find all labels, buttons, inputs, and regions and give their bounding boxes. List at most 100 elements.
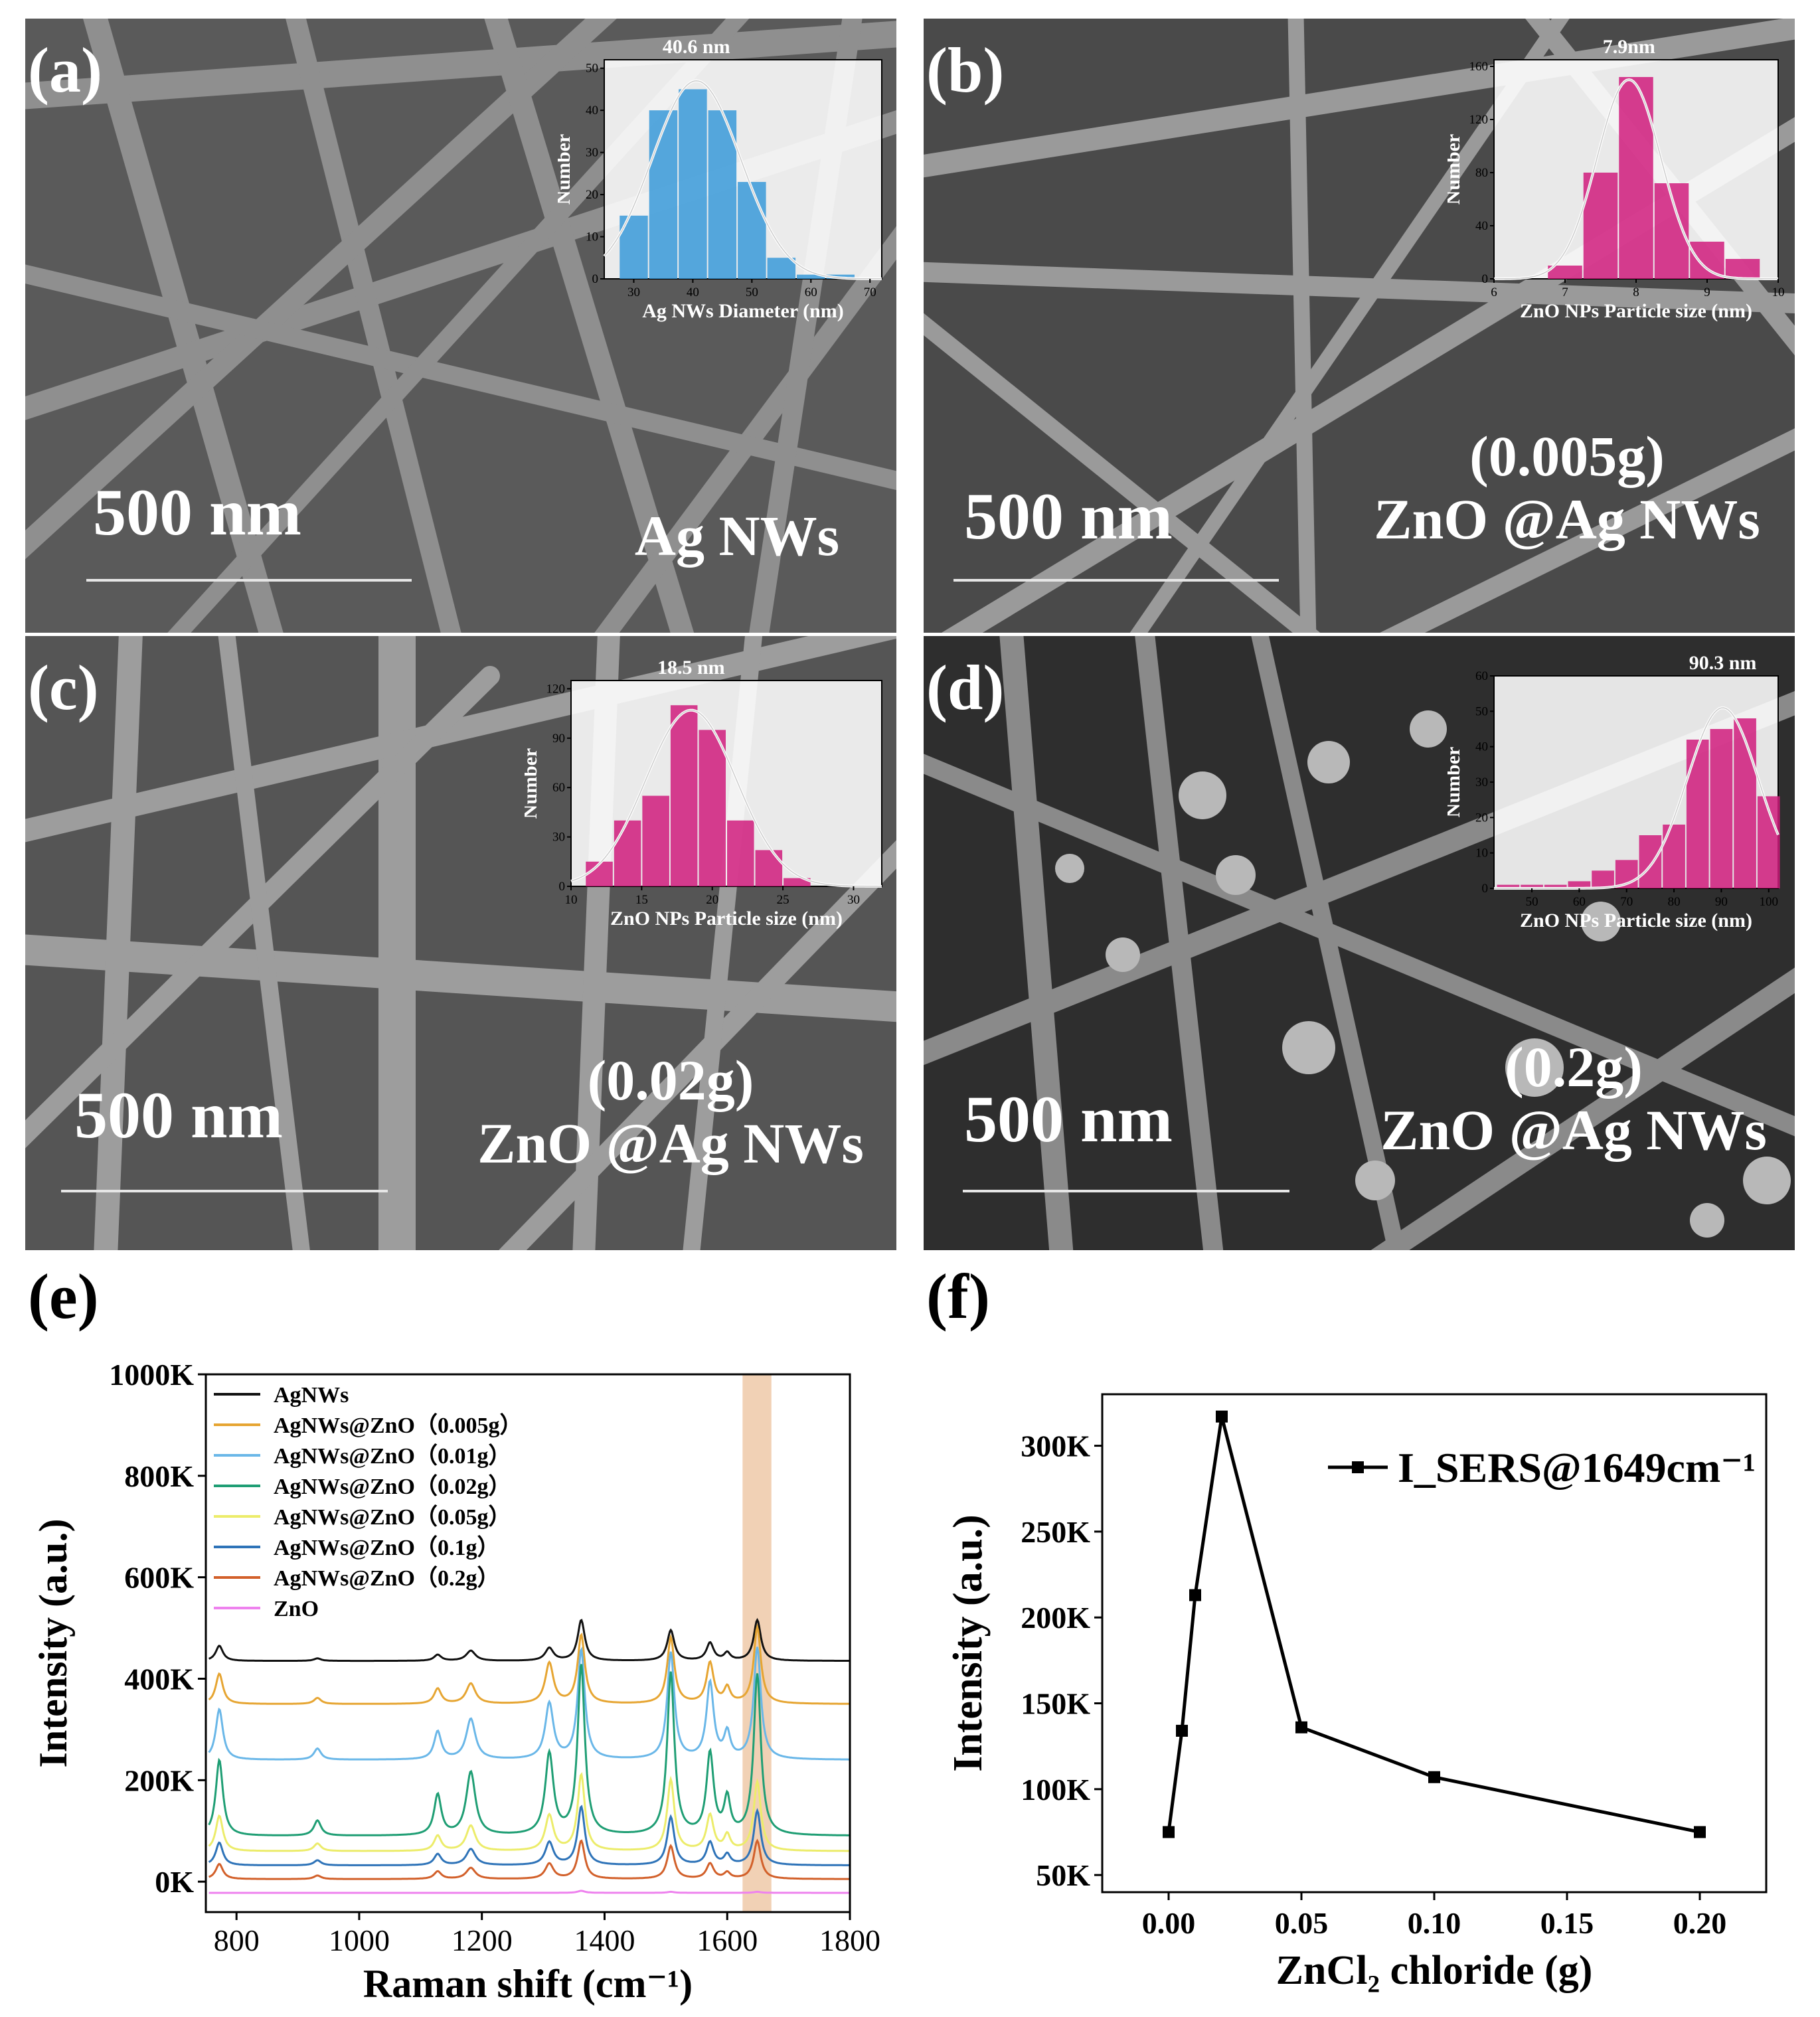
panel-label-f: (f) [926,1261,990,1332]
x-tick-label: 90 [1715,895,1728,909]
histogram-bar [755,850,783,886]
x-axis-label: ZnO NPs Particle size (nm) [1520,300,1752,322]
histogram-bar [670,705,698,886]
x-tick-label: 0.05 [1275,1906,1329,1940]
x-tick-label: 800 [214,1923,260,1957]
x-tick-label: 0.10 [1408,1906,1461,1940]
y-tick-label: 0 [1482,882,1489,896]
histogram-bar [738,182,766,279]
legend-label: AgNWs@ZnO（0.02g） [274,1473,511,1499]
y-tick-label: 600K [124,1561,194,1595]
x-tick-label: 1800 [819,1923,880,1957]
x-tick-label: 8 [1633,285,1639,299]
y-tick-label: 150K [1021,1687,1090,1721]
histogram-bar [614,820,641,886]
y-tick-label: 200K [1021,1601,1090,1635]
x-tick-label: 60 [1573,895,1586,909]
y-tick-label: 0K [155,1865,194,1899]
y-tick-label: 40 [1475,740,1488,754]
legend-label: ZnO [274,1597,319,1621]
histogram-bar [1497,884,1520,888]
y-tick-label: 50 [586,62,598,76]
sample-label-d-line2: ZnO @Ag NWs [1380,1097,1767,1162]
legend-label: AgNWs [274,1383,349,1408]
x-tick-label: 50 [746,285,758,299]
gaussian-fit-curve-core [570,709,882,887]
x-tick-label: 1200 [452,1923,513,1957]
y-tick-label: 10 [586,230,598,244]
panel-label-b: (b) [926,35,1005,106]
data-point [1428,1771,1440,1783]
x-tick-label: 6 [1491,285,1497,299]
histogram-bar [1568,881,1591,888]
x-tick-label: 10 [1772,285,1785,299]
legend-marker [1352,1461,1364,1473]
spectrum-line [208,1617,850,1662]
x-axis-label: Raman shift (cm⁻¹) [363,1962,693,2006]
plot-frame [205,1373,851,1913]
scale-bar-c [61,1190,388,1192]
peak-annotation: 90.3 nm [1689,652,1757,674]
sample-label-a-line1: Ag NWs [634,504,840,568]
x-tick-label: 1400 [574,1923,635,1957]
x-tick-label: 40 [687,285,699,299]
scale-bar-a [86,579,412,582]
sample-label-c-line2: ZnO @Ag NWs [477,1111,864,1175]
x-tick-label: 25 [777,893,789,907]
spectrum-line [208,1647,850,1761]
y-tick-label: 0 [592,272,599,286]
inset-histogram-b: 6 7 8 9 10 0 40 80 120 160 ZnO NPs Particle size (… [1448,36,1785,322]
histogram-bar [1710,729,1733,888]
y-axis-label: Number [1448,747,1464,818]
y-tick-label: 250K [1021,1515,1090,1549]
gaussian-fit-curve-core [604,80,882,280]
y-axis-label: Number [558,134,574,205]
x-tick-label: 0.00 [1142,1906,1196,1940]
sample-label-b-line2: ZnO @Ag NWs [1374,487,1760,551]
y-tick-label: 30 [586,146,598,160]
histogram-bar [1725,259,1760,279]
legend-label: AgNWs@ZnO（0.1g） [274,1534,500,1560]
y-tick-label: 100K [1021,1773,1090,1807]
panel-label-e: (e) [28,1261,99,1332]
histogram-bar [699,730,726,886]
histogram-bar [727,820,754,886]
x-tick-label: 50 [1526,895,1538,909]
sample-label-b-line1: (0.005g) [1469,424,1665,488]
histogram-bar [1521,884,1543,888]
legend-label: I_SERS@1649cm⁻¹ [1398,1444,1756,1491]
x-axis-label: ZnO NPs Particle size (nm) [610,908,843,929]
y-tick-label: 300K [1021,1429,1090,1463]
sample-label-c: (0.02g) ZnO @Ag NWs [438,1049,903,1174]
histogram-bar [1686,740,1709,888]
panel-label-c: (c) [28,652,99,723]
scale-bar-label-a: 500 nm [93,475,301,549]
x-tick-label: 0.20 [1673,1906,1727,1940]
y-tick-label: 20 [586,188,598,202]
highlight-band [742,1374,772,1912]
gaussian-fit-curve-core [1493,79,1778,280]
x-tick-label: 30 [627,285,640,299]
x-tick-label: 7 [1562,285,1568,299]
data-point [1189,1589,1201,1601]
data-point [1163,1826,1175,1838]
histogram-bar [679,89,707,279]
y-tick-label: 40 [1475,219,1488,233]
histogram-bar [642,795,669,886]
histogram-bar [1690,242,1724,279]
x-tick-label: 1600 [697,1923,758,1957]
y-tick-label: 0 [559,880,566,894]
inset-histogram-c: 10 15 20 25 30 0 30 60 90 120 ZnO NPs Particle siz… [525,657,882,929]
panel-label-a: (a) [28,35,102,106]
y-tick-label: 10 [1475,847,1488,860]
legend-label: AgNWs@ZnO（0.05g） [274,1504,511,1530]
x-tick-label: 80 [1668,895,1681,909]
data-point [1176,1724,1188,1737]
histogram-bar [767,258,796,279]
x-tick-label: 60 [805,285,817,299]
spectrum-line [208,1772,850,1852]
sample-label-c-line1: (0.02g) [587,1048,754,1112]
y-tick-label: 20 [1475,811,1488,825]
histogram-bar [1592,870,1614,888]
